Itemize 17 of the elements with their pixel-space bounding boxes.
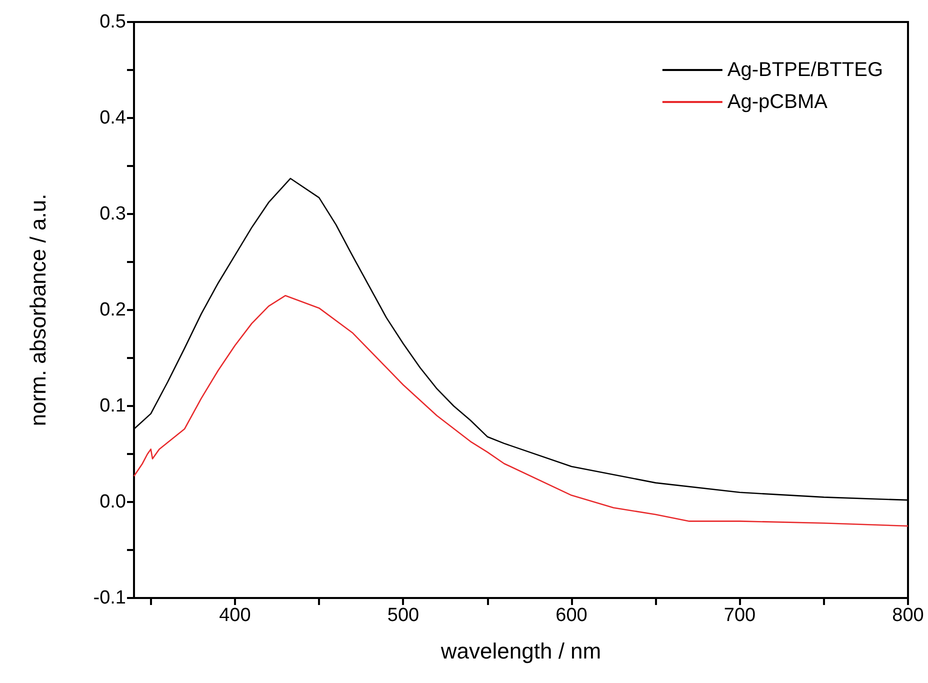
x-axis-title: wavelength / nm [440,638,602,664]
y-tick-label: 0.1 [100,396,126,416]
y-axis-title: norm. absorbance / a.u. [26,194,50,426]
x-tick-label: 500 [387,605,420,626]
x-tick-label: 700 [724,605,756,626]
legend-label: Ag-pCBMA [727,91,828,113]
y-tick-label: 0.3 [100,204,126,224]
y-tick-label: 0.2 [100,300,126,320]
y-tick-label: 0.4 [100,108,126,128]
y-tick-label: 0.5 [100,12,126,32]
x-tick-label: 400 [219,605,251,626]
x-tick-label: 600 [556,605,588,626]
legend-label: Ag-BTPE/BTTEG [727,59,884,81]
y-tick-label: 0.0 [100,492,126,512]
x-tick-label: 800 [892,605,924,626]
y-tick-label: -0.1 [93,588,126,608]
line-series [133,294,909,527]
